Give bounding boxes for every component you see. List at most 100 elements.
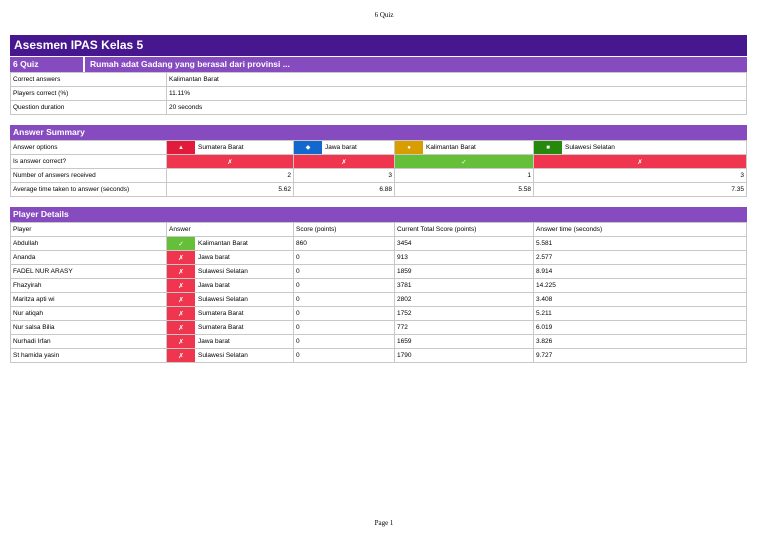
player-details-table: Player Answer Score (points) Current Tot… [10, 222, 747, 363]
player-answer-cell: ✗ Sumatera Barat [166, 306, 294, 321]
player-answer: Sumatera Barat [198, 324, 244, 331]
player-row: Nur atiqah ✗ Sumatera Barat 0 1752 5.211 [10, 306, 747, 321]
player-name: Abdullah [10, 236, 167, 251]
incorrect-mark: ✗ [293, 154, 395, 169]
option-label: Kalimantan Barat [426, 144, 476, 151]
info-label: Question duration [10, 100, 167, 115]
player-name: Fhazyirah [10, 278, 167, 293]
cross-icon: ✗ [167, 265, 195, 278]
page-header: 6 Quiz [374, 11, 394, 19]
player-row: Maritza apti wi ✗ Sulawesi Selatan 0 2802 3.4… [10, 292, 747, 307]
row-label: Answer options [10, 140, 167, 155]
player-score: 0 [293, 250, 395, 265]
info-label: Correct answers [10, 72, 167, 87]
option-label: Jawa barat [325, 144, 357, 151]
avg-time: 5.58 [394, 182, 534, 197]
player-row: Abdullah ✓ Kalimantan Barat 860 3454 5.581 [10, 236, 747, 251]
player-answer: Jawa barat [198, 338, 230, 345]
incorrect-mark: ✗ [166, 154, 294, 169]
player-answer-cell: ✗ Sulawesi Selatan [166, 292, 294, 307]
player-answer-cell: ✗ Sulawesi Selatan [166, 348, 294, 363]
player-total-score: 1790 [394, 348, 534, 363]
answer-count: 3 [533, 168, 747, 183]
player-row: Fhazyirah ✗ Jawa barat 0 3781 14.225 [10, 278, 747, 293]
info-row: Players correct (%) 11.11% [10, 86, 747, 101]
triangle-icon: ▲ [167, 141, 195, 154]
cross-icon: ✗ [167, 335, 195, 348]
player-total-score: 3781 [394, 278, 534, 293]
options-row: Answer options ▲ Sumatera Barat ◆ Jawa bar… [10, 140, 747, 155]
row-label: Number of answers received [10, 168, 167, 183]
player-answer-time: 2.577 [533, 250, 747, 265]
player-answer-time: 5.211 [533, 306, 747, 321]
cross-icon: ✗ [167, 321, 195, 334]
info-value: Kalimantan Barat [166, 72, 747, 87]
player-total-score: 3454 [394, 236, 534, 251]
column-header-player: Player [10, 222, 167, 237]
player-score: 0 [293, 292, 395, 307]
player-answer: Sumatera Barat [198, 310, 244, 317]
player-total-score: 913 [394, 250, 534, 265]
player-row: St hamida yasin ✗ Sulawesi Selatan 0 1790 9.7… [10, 348, 747, 363]
player-row: FADEL NUR ARASY ✗ Sulawesi Selatan 0 1859 8.9… [10, 264, 747, 279]
incorrect-mark: ✗ [533, 154, 747, 169]
report-sheet: Asesmen IPAS Kelas 5 6 Quiz Rumah adat G… [10, 35, 747, 363]
circle-icon: ● [395, 141, 423, 154]
player-answer-time: 14.225 [533, 278, 747, 293]
player-row: Ananda ✗ Jawa barat 0 913 2.577 [10, 250, 747, 265]
player-score: 0 [293, 306, 395, 321]
quiz-info-table: Correct answers Kalimantan Barat Players … [10, 72, 747, 115]
info-value: 20 seconds [166, 100, 747, 115]
column-header-score: Score (points) [293, 222, 395, 237]
cross-icon: ✗ [167, 293, 195, 306]
column-header-answer: Answer [166, 222, 294, 237]
player-score: 0 [293, 278, 395, 293]
player-total-score: 1752 [394, 306, 534, 321]
row-label: Average time taken to answer (seconds) [10, 182, 167, 197]
player-score: 860 [293, 236, 395, 251]
cross-icon: ✗ [167, 349, 195, 362]
option-cell: ◆ Jawa barat [293, 140, 395, 155]
player-header-row: Player Answer Score (points) Current Tot… [10, 222, 747, 237]
player-answer-time: 3.826 [533, 334, 747, 349]
player-score: 0 [293, 334, 395, 349]
player-answer-time: 5.581 [533, 236, 747, 251]
player-answer-cell: ✗ Jawa barat [166, 278, 294, 293]
info-row: Question duration 20 seconds [10, 100, 747, 115]
player-answer-cell: ✗ Jawa barat [166, 334, 294, 349]
player-total-score: 772 [394, 320, 534, 335]
avg-time-row: Average time taken to answer (seconds) 5… [10, 182, 747, 197]
info-row: Correct answers Kalimantan Barat [10, 72, 747, 87]
player-answer: Kalimantan Barat [198, 240, 248, 247]
player-answer: Sulawesi Selatan [198, 296, 248, 303]
player-answer: Sulawesi Selatan [198, 268, 248, 275]
correctness-row: Is answer correct? ✗ ✗ ✓ ✗ [10, 154, 747, 169]
page-footer: Page 1 [374, 519, 394, 527]
cross-icon: ✗ [167, 251, 195, 264]
row-label: Is answer correct? [10, 154, 167, 169]
quiz-question: Rumah adat Gadang yang berasal dari prov… [90, 59, 290, 69]
option-label: Sulawesi Selatan [565, 144, 615, 151]
column-header-answer-time: Answer time (seconds) [533, 222, 747, 237]
player-row: Nurhadi Irfan ✗ Jawa barat 0 1659 3.826 [10, 334, 747, 349]
player-answer-cell: ✗ Jawa barat [166, 250, 294, 265]
player-name: Maritza apti wi [10, 292, 167, 307]
player-answer: Sulawesi Selatan [198, 352, 248, 359]
square-icon: ■ [534, 141, 562, 154]
answer-count: 3 [293, 168, 395, 183]
player-answer: Jawa barat [198, 254, 230, 261]
player-total-score: 2802 [394, 292, 534, 307]
player-name: FADEL NUR ARASY [10, 264, 167, 279]
player-total-score: 1659 [394, 334, 534, 349]
column-header-total-score: Current Total Score (points) [394, 222, 534, 237]
answer-summary-table: Answer options ▲ Sumatera Barat ◆ Jawa bar… [10, 140, 747, 197]
avg-time: 6.88 [293, 182, 395, 197]
player-score: 0 [293, 320, 395, 335]
answer-summary-heading: Answer Summary [10, 125, 747, 140]
player-details-heading: Player Details [10, 207, 747, 222]
player-answer-time: 6.019 [533, 320, 747, 335]
player-name: Ananda [10, 250, 167, 265]
player-answer: Jawa barat [198, 282, 230, 289]
player-name: Nurhadi Irfan [10, 334, 167, 349]
player-answer-time: 9.727 [533, 348, 747, 363]
